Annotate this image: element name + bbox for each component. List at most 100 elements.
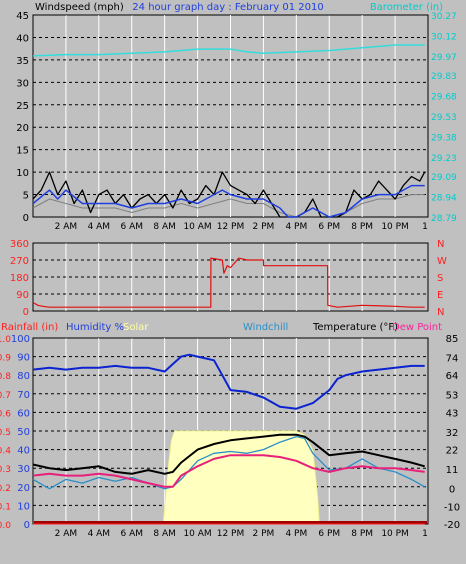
barometer-tick-label: 29.09 [431, 173, 457, 183]
dewpoint-series [32, 454, 425, 488]
windspeed-axis-title: Windspeed (mph) [35, 2, 124, 13]
temp-x-tick-label: 10 AM [183, 529, 211, 539]
humidity-tick-label: 70 [17, 390, 30, 401]
humidity-tick-label: 60 [17, 408, 30, 419]
barometer-tick-label: 29.23 [431, 154, 457, 164]
direction-tick-label: 360 [10, 239, 29, 250]
temperature-tick-label: -20 [444, 520, 460, 531]
temperature-tick-label: 0 [449, 485, 455, 496]
wind-x-tick-label: 6 AM [120, 222, 143, 232]
temp-x-tick-label: 4 PM [285, 529, 307, 539]
compass-tick-label: N [437, 239, 444, 250]
rainfall-tick-label: 0.3 [0, 465, 11, 475]
windspeed-tick-label: 20 [16, 123, 29, 134]
direction-tick-label: 180 [10, 273, 29, 284]
temp-x-tick-label: 2 AM [55, 529, 78, 539]
wind-x-tick-label: 4 PM [285, 222, 307, 232]
wind-x-tick-label: 10 AM [183, 222, 211, 232]
temperature-series [32, 433, 425, 475]
rainfall-tick-label: 0.4 [0, 447, 11, 457]
temperature-tick-label: 22 [446, 446, 459, 457]
windspeed-tick-label: 30 [16, 78, 29, 89]
humidity-tick-label: 0 [24, 520, 30, 531]
rainfall-tick-label: 1.0 [0, 335, 11, 345]
direction-tick-label: 0 [23, 307, 29, 318]
temp-x-tick-label: 6 AM [120, 529, 143, 539]
temp-x-tick-label: 1 [422, 529, 428, 539]
wind-x-tick-label: 6 PM [318, 222, 340, 232]
compass-tick-label: N [437, 307, 444, 318]
wind-x-tick-label: 12 PM [217, 222, 245, 232]
wind-gust-series [32, 194, 425, 218]
humidity-tick-label: 80 [17, 371, 30, 382]
temp-x-tick-label: 4 AM [88, 529, 111, 539]
windspeed-tick-label: 5 [23, 191, 29, 202]
rainfall-bar [34, 521, 427, 524]
barometer-tick-label: 30.27 [431, 12, 457, 22]
temp-x-tick-label: 2 PM [253, 529, 275, 539]
windspeed-tick-label: 35 [16, 56, 29, 67]
windspeed-tick-label: 15 [16, 146, 29, 157]
rainfall-tick-label: 0.8 [0, 372, 11, 382]
temperature-axis-title: Temperature (°F) [312, 322, 398, 333]
wind-average-series [32, 184, 425, 218]
barometer-tick-label: 30.12 [431, 32, 457, 42]
wind-x-tick-label: 8 PM [351, 222, 373, 232]
wind-direction-series [32, 257, 425, 308]
barometer-tick-label: 29.53 [431, 113, 457, 123]
humidity-tick-label: 90 [17, 353, 30, 364]
direction-tick-label: 90 [16, 290, 29, 301]
temperature-tick-label: 43 [446, 408, 459, 419]
barometer-series [32, 44, 425, 57]
temperature-tick-label: 85 [446, 334, 459, 345]
temperature-tick-label: 64 [446, 371, 459, 382]
rainfall-tick-label: 0.0 [0, 521, 11, 531]
windchill-axis-title: Windchill [243, 322, 288, 333]
dewpoint-axis-title: Dew Point [392, 322, 442, 333]
barometer-tick-label: 29.97 [431, 53, 457, 63]
rainfall-tick-label: 0.9 [0, 354, 11, 364]
temp-x-tick-label: 10 PM [381, 529, 409, 539]
barometer-tick-label: 29.38 [431, 133, 457, 143]
temperature-tick-label: 74 [446, 353, 459, 364]
temperature-tick-label: -10 [444, 502, 460, 513]
temperature-tick-label: 32 [446, 428, 459, 439]
barometer-tick-label: 29.68 [431, 93, 457, 103]
windspeed-tick-label: 45 [16, 11, 29, 22]
barometer-tick-label: 28.94 [431, 194, 457, 204]
rainfall-tick-label: 0.5 [0, 428, 11, 438]
compass-tick-label: W [437, 256, 447, 267]
windspeed-tick-label: 0 [23, 213, 29, 224]
humidity-tick-label: 30 [17, 464, 30, 475]
humidity-tick-label: 10 [17, 501, 30, 512]
solar-axis-title: Solar [123, 322, 149, 333]
compass-tick-label: E [437, 290, 443, 301]
barometer-axis-title: Barometer (in) [370, 2, 443, 13]
windspeed-tick-label: 10 [16, 168, 29, 179]
wind-x-tick-label: 4 AM [88, 222, 111, 232]
temp-x-tick-label: 8 PM [351, 529, 373, 539]
rainfall-tick-label: 0.2 [0, 484, 11, 494]
wind-x-tick-label: 2 AM [55, 222, 78, 232]
humidity-tick-label: 20 [17, 483, 30, 494]
wind-x-tick-label: 8 AM [153, 222, 176, 232]
humidity-series [32, 353, 425, 410]
compass-tick-label: S [437, 273, 443, 284]
rainfall-tick-label: 0.6 [0, 409, 11, 419]
windspeed-tick-label: 40 [16, 33, 29, 44]
rainfall-axis-title: Rainfall (in) [1, 322, 58, 333]
humidity-tick-label: 100 [11, 334, 30, 345]
temp-x-tick-label: 6 PM [318, 529, 340, 539]
windchill-series [32, 435, 426, 490]
temp-x-tick-label: 12 PM [217, 529, 245, 539]
temperature-tick-label: 11 [446, 465, 459, 476]
windspeed-tick-label: 25 [16, 101, 29, 112]
humidity-tick-label: 50 [17, 427, 30, 438]
barometer-tick-label: 28.79 [431, 214, 457, 224]
humidity-axis-title: Humidity % [66, 322, 124, 333]
barometer-tick-label: 29.83 [431, 72, 457, 82]
wind-x-tick-label: 1 [422, 222, 428, 232]
wind-x-tick-label: 10 PM [381, 222, 409, 232]
direction-tick-label: 270 [10, 256, 29, 267]
